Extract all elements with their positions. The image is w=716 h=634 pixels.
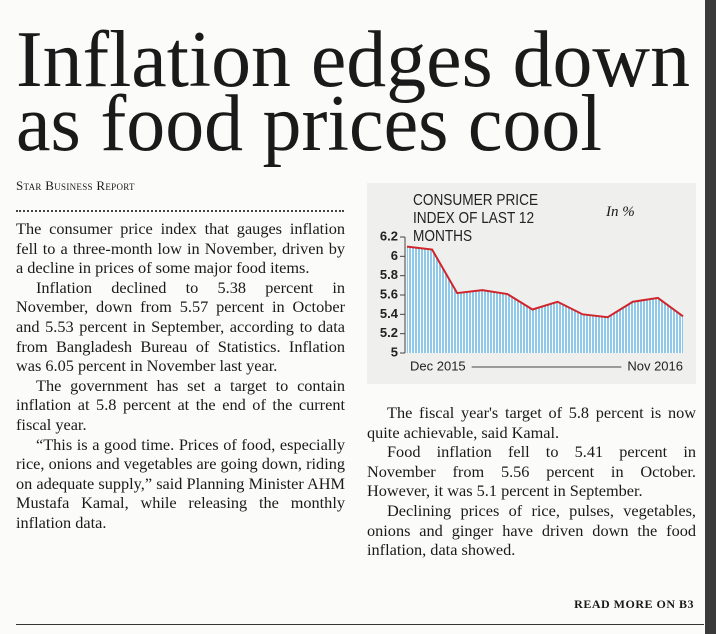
paragraph: Inflation declined to 5.38 percent in No… — [16, 277, 345, 376]
chart: 5 5.2 5.4 5.6 5.8 6 6.2 Dec 2015 Nov 2016 — [367, 183, 696, 384]
chart-title: CONSUMER PRICE INDEX OF LAST 12 MONTHS — [413, 192, 539, 245]
headline: Inflation edges down as food prices cool — [16, 16, 690, 168]
byline: Star Business Report — [16, 178, 135, 193]
divider — [16, 210, 344, 212]
y-tick-label: 5.8 — [380, 267, 398, 282]
y-tick-label: 6 — [391, 248, 398, 263]
paragraph: The government has set a target to conta… — [16, 375, 345, 434]
column: The consumer price index that gauges inf… — [16, 219, 345, 533]
area — [407, 246, 683, 353]
paragraph: The fiscal year's target of 5.8 percent … — [367, 403, 696, 442]
unit-note: In % — [606, 204, 635, 220]
y-tick-label: 5.2 — [380, 325, 398, 340]
line — [406, 245, 684, 319]
y-tick-label: 6.2 — [380, 228, 398, 243]
page-edge — [705, 0, 716, 634]
column: The fiscal year's target of 5.8 percent … — [367, 403, 696, 560]
read-more: READ MORE ON B3 — [574, 597, 694, 611]
headline-line: as food prices cool — [16, 80, 602, 168]
y-tick-label: 5.4 — [380, 306, 399, 321]
paragraph: “This is a good time. Prices of food, es… — [16, 434, 345, 532]
paragraph: Food inflation fell to 5.41 percent in N… — [367, 442, 696, 501]
headline-line: Inflation edges down — [16, 16, 690, 104]
paragraph: Declining prices of rice, pulses, vegeta… — [367, 500, 696, 560]
rule — [16, 624, 704, 625]
y-tick-label: 5 — [391, 344, 398, 359]
x-tick-label: Dec 2015 — [410, 358, 466, 373]
y-tick-label: 5.6 — [380, 286, 398, 301]
x-tick-label: Nov 2016 — [627, 358, 683, 373]
paragraph: The consumer price index that gauges inf… — [16, 219, 345, 278]
